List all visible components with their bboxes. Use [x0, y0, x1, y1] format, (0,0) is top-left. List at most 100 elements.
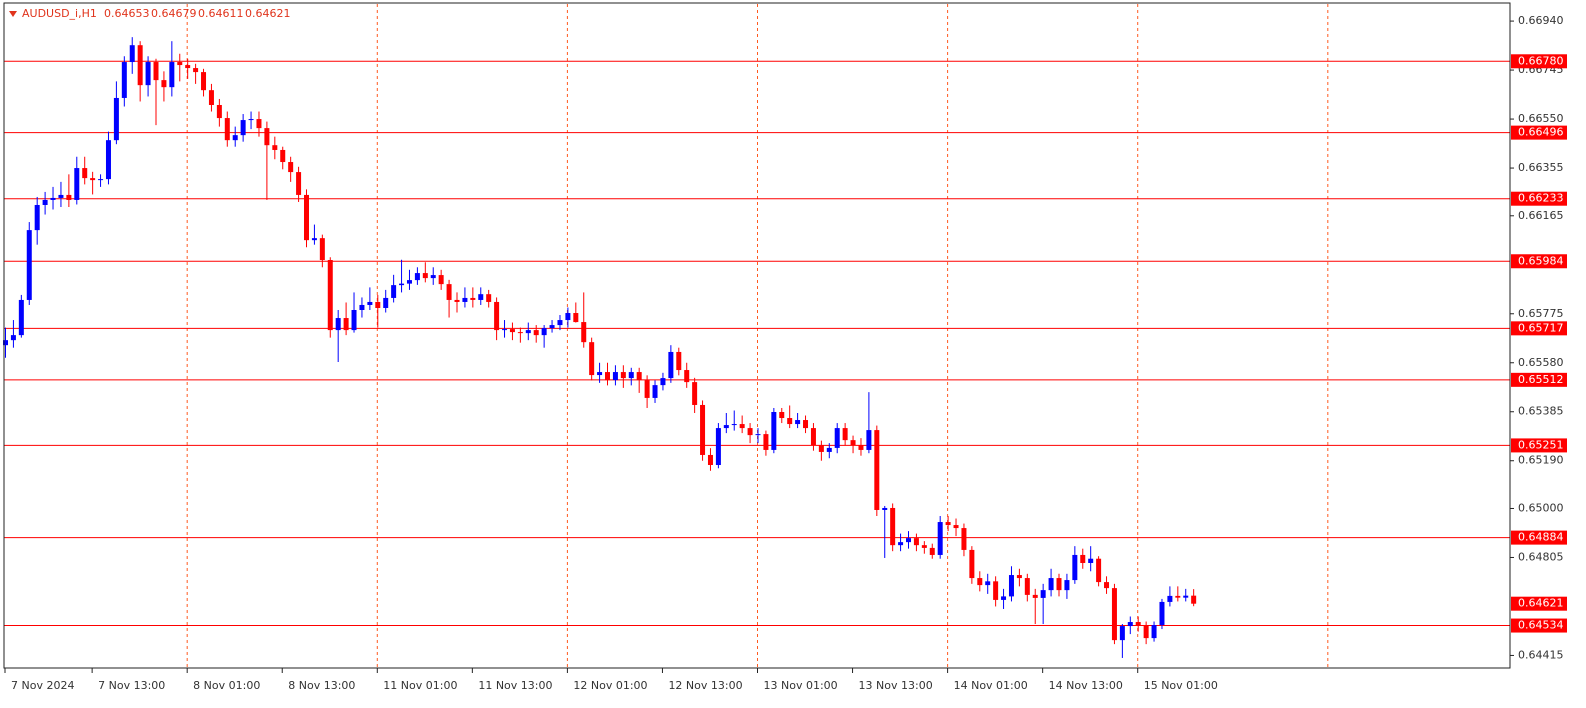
x-tick-label: 7 Nov 2024: [11, 679, 74, 692]
candle-body: [525, 330, 531, 334]
candle-body: [224, 118, 230, 141]
candle-body: [486, 294, 492, 302]
candle-body: [1016, 575, 1022, 579]
menu-arrow[interactable]: [9, 11, 17, 17]
candle-body: [74, 168, 80, 200]
candle-body: [779, 412, 785, 419]
candle-body: [890, 507, 896, 546]
candle-body: [1143, 625, 1149, 639]
candle-body: [193, 68, 199, 73]
candle-body: [367, 301, 373, 305]
candle-body: [810, 428, 816, 446]
y-tick-label: 0.66940: [1518, 14, 1564, 27]
candle-body: [803, 420, 809, 429]
candle-body: [1056, 578, 1062, 591]
level-label: 0.66780: [1518, 54, 1564, 67]
candle-body: [605, 372, 610, 381]
level-label-bg: [1511, 254, 1567, 269]
candle-body: [1008, 575, 1014, 597]
level-label: 0.64884: [1518, 531, 1564, 544]
candle-body: [240, 120, 246, 136]
candle-body: [248, 119, 254, 121]
candle-body: [201, 72, 207, 91]
level-label-bg: [1511, 438, 1567, 453]
candle-body: [581, 322, 587, 343]
candle-body: [906, 538, 911, 543]
candle-body: [866, 430, 872, 450]
candle-body: [929, 547, 935, 555]
candle-body: [953, 525, 959, 529]
candle-body: [850, 440, 856, 446]
candle-body: [747, 428, 753, 436]
candle-body: [351, 310, 357, 331]
candle-body: [50, 197, 56, 200]
header-ohlc: 0.64621: [245, 7, 291, 20]
candle-body: [644, 380, 650, 398]
candle-body: [494, 301, 500, 331]
candle-body: [26, 230, 32, 300]
candle-body: [668, 351, 674, 379]
y-tick-label: 0.66355: [1518, 161, 1564, 174]
candle-body: [288, 162, 294, 173]
price-label-bg: [1511, 596, 1567, 611]
candle-body: [129, 45, 135, 63]
candle-body: [105, 140, 111, 180]
candle-body: [620, 372, 626, 379]
candle-body: [121, 62, 127, 98]
candle-body: [446, 284, 452, 300]
x-tick-label: 15 Nov 01:00: [1144, 679, 1218, 692]
candle-body: [406, 280, 412, 284]
candle-body: [319, 238, 325, 261]
x-tick-label: 12 Nov 01:00: [573, 679, 647, 692]
x-tick-label: 12 Nov 13:00: [668, 679, 742, 692]
candle-body: [311, 238, 317, 241]
candle-body: [264, 128, 270, 146]
candle-body: [1127, 622, 1133, 627]
candle-body: [414, 273, 420, 281]
candle-body: [399, 283, 405, 286]
candle-body: [818, 445, 824, 452]
y-tick-label: 0.64805: [1518, 550, 1564, 563]
current-price: 0.64621: [1518, 597, 1564, 610]
candle-body: [684, 370, 690, 383]
header-ohlc: 0.64653: [104, 7, 150, 20]
candle-body: [692, 382, 698, 405]
candle-body: [272, 145, 278, 150]
candle-body: [921, 545, 927, 548]
candle-body: [391, 285, 397, 298]
level-label: 0.66233: [1518, 192, 1564, 205]
candle-body: [1159, 601, 1165, 626]
candle-body: [1096, 558, 1102, 583]
candle-body: [1072, 554, 1078, 581]
candle-body: [723, 425, 729, 429]
candle-body: [18, 299, 24, 336]
candle-body: [478, 294, 484, 300]
candle-body: [177, 62, 183, 66]
candle-body: [597, 372, 603, 376]
candle-body: [375, 301, 381, 308]
y-tick-label: 0.65775: [1518, 307, 1564, 320]
y-tick-label: 0.65000: [1518, 501, 1564, 514]
candle-body: [961, 528, 967, 550]
candle-body: [557, 320, 563, 326]
candle-body: [842, 428, 848, 441]
x-tick-label: 14 Nov 13:00: [1049, 679, 1123, 692]
candle-body: [1024, 578, 1030, 595]
candle-body: [438, 275, 444, 285]
level-label: 0.66496: [1518, 126, 1564, 139]
candle-body: [280, 149, 286, 163]
level-label: 0.65251: [1518, 438, 1564, 451]
candle-body: [517, 332, 523, 334]
candle-body: [993, 581, 999, 600]
candle-body: [913, 538, 919, 546]
candle-body: [216, 104, 222, 119]
candle-body: [1064, 580, 1070, 591]
y-tick-label: 0.65385: [1518, 405, 1564, 418]
candle-body: [82, 168, 88, 179]
x-tick-label: 13 Nov 01:00: [764, 679, 838, 692]
level-label-bg: [1511, 321, 1567, 336]
candle-body: [739, 424, 745, 429]
candle-body: [858, 445, 864, 450]
candle-body: [1104, 582, 1110, 589]
candle-body: [383, 297, 389, 308]
